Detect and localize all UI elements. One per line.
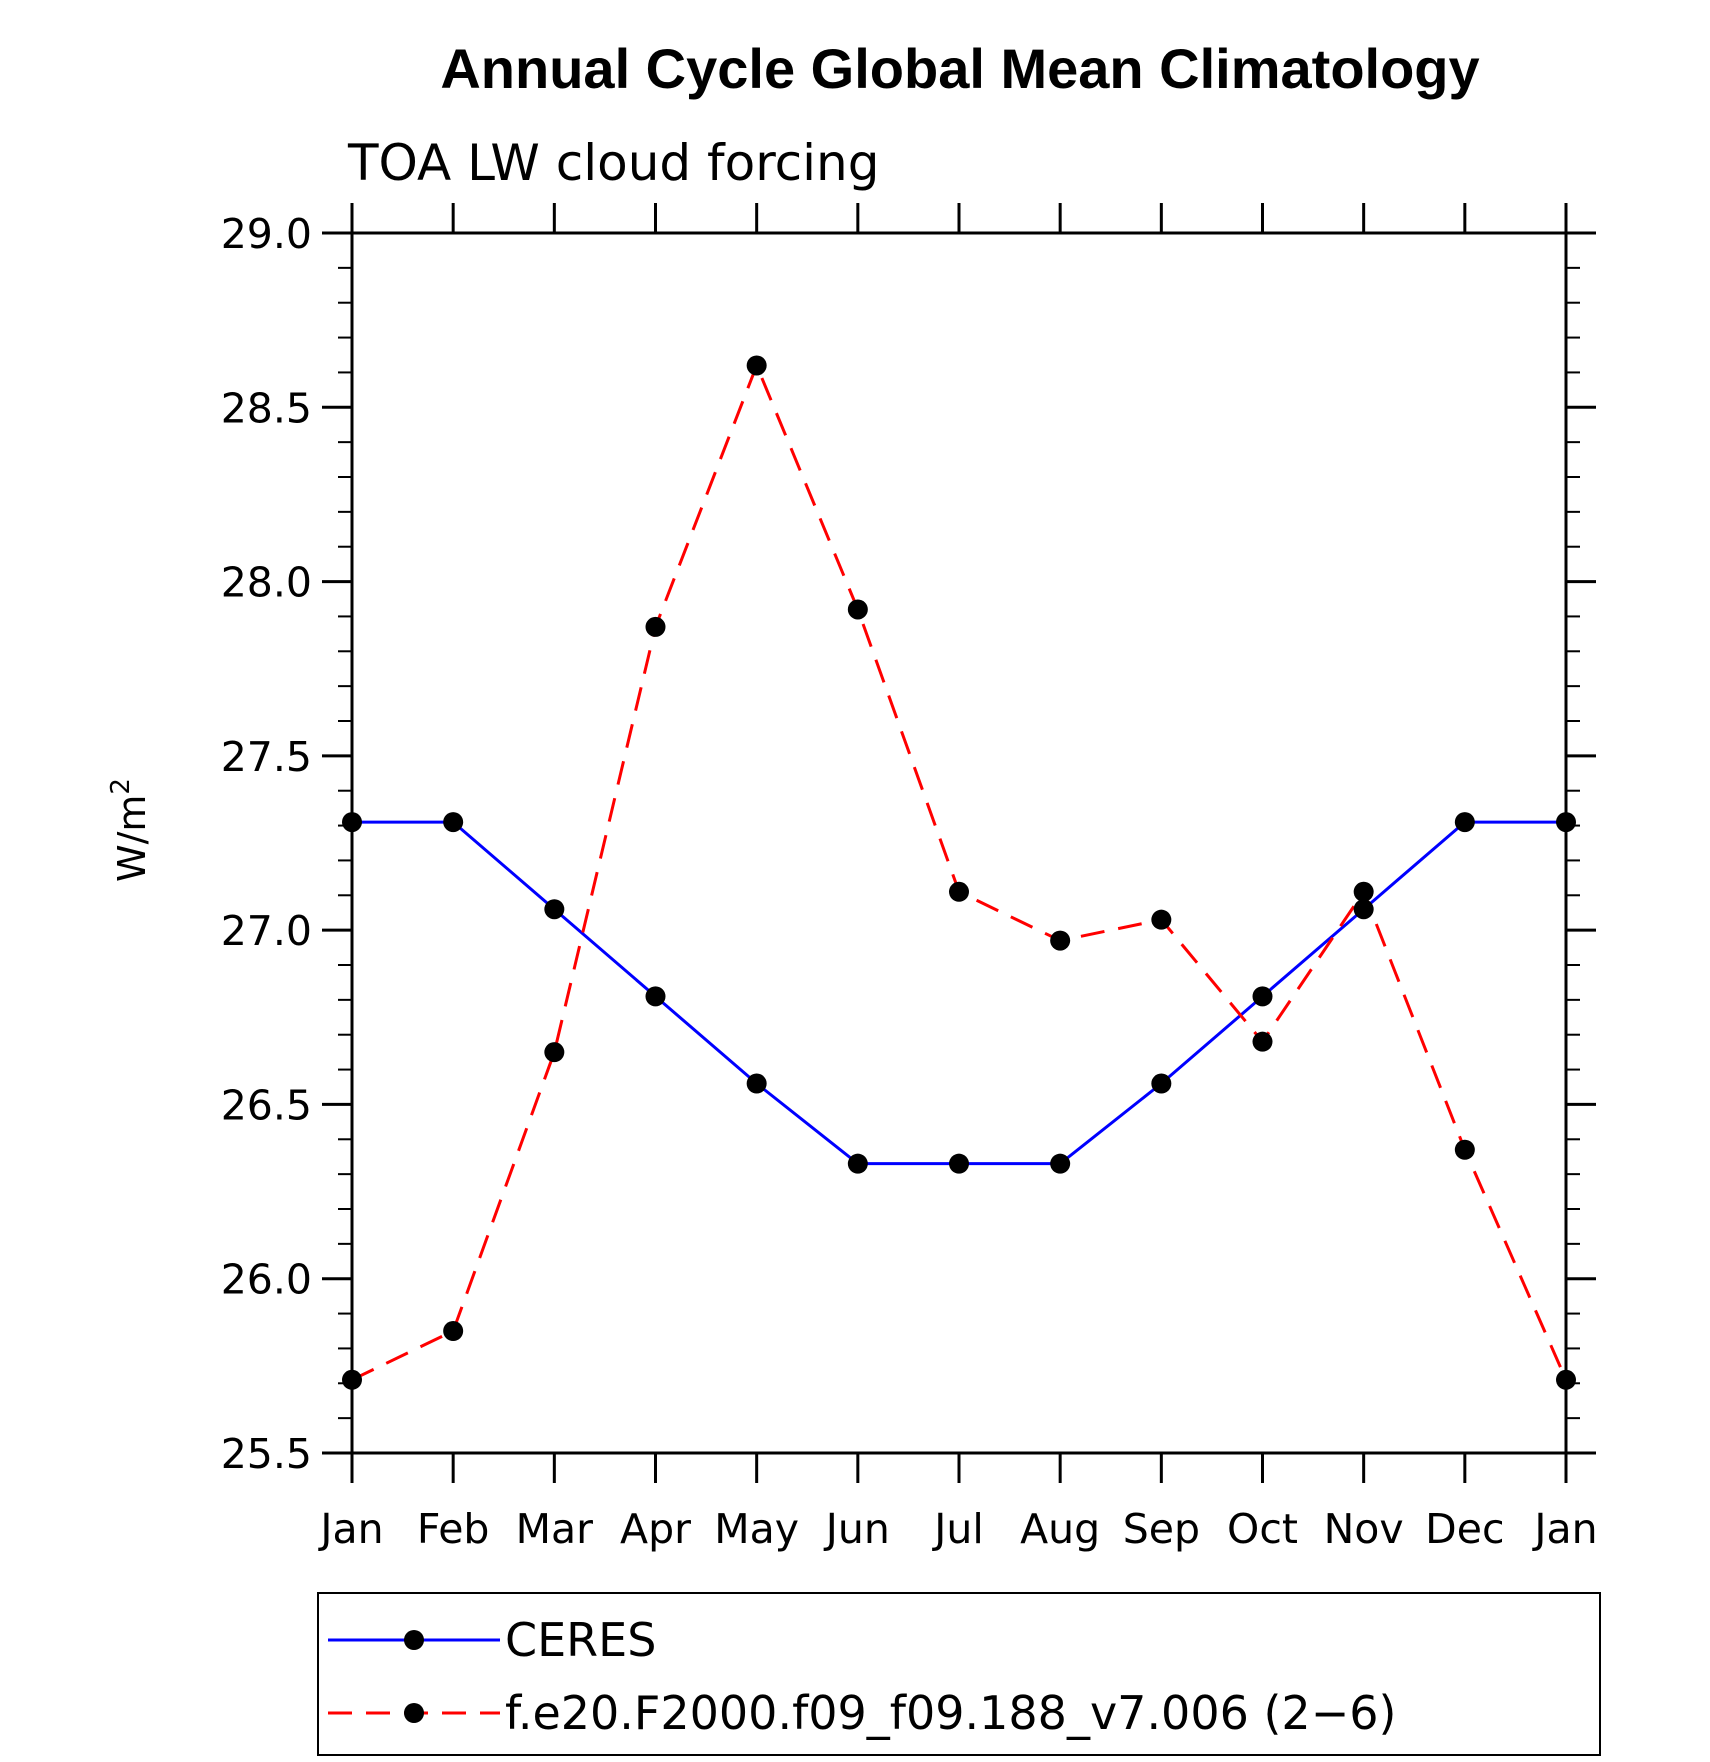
- legend-marker-2: [404, 1703, 424, 1723]
- x-tick-label: Feb: [417, 1505, 490, 1553]
- y-tick-label: 28.0: [221, 559, 312, 607]
- x-tick-label: Oct: [1227, 1505, 1298, 1553]
- x-tick-label: Jun: [823, 1505, 890, 1553]
- series-2-point: [645, 616, 666, 637]
- plot-axes: 25.5 26.0 26.5 27.0 27.5 28.0 28.5 29.0 Jan Feb Ma…: [221, 203, 1598, 1553]
- series-2-point: [544, 1042, 565, 1063]
- series-2-point: [847, 599, 868, 620]
- series-1-point: [1050, 1153, 1071, 1174]
- series-2-point: [746, 355, 767, 376]
- x-tick-label: Jul: [931, 1505, 983, 1553]
- series-1-point: [949, 1153, 969, 1174]
- series-1-point: [342, 812, 362, 833]
- series-1-point: [1252, 986, 1273, 1007]
- y-tick-label: 28.5: [221, 384, 312, 432]
- y-tick-label: 27.0: [221, 907, 312, 955]
- chart-subtitle: TOA LW cloud forcing: [347, 134, 879, 192]
- series-1-point: [1454, 812, 1475, 833]
- series-1-point: [847, 1153, 868, 1174]
- x-tick-label: Apr: [620, 1505, 691, 1553]
- x-tick-label: Dec: [1425, 1505, 1504, 1553]
- legend-marker-1: [404, 1630, 424, 1650]
- plot-frame: [350, 231, 1568, 1455]
- series-2-point: [1556, 1369, 1576, 1390]
- y-axis-label-unit: W/m: [110, 795, 154, 882]
- legend: CERES f.e20.F2000.f09_f09.188_v7.006 (2−6…: [317, 1592, 1601, 1756]
- series-2-point: [1252, 1031, 1273, 1052]
- x-tick-label: May: [714, 1505, 799, 1553]
- series-2-point: [1050, 930, 1071, 951]
- x-tick-label: Jan: [1531, 1505, 1597, 1553]
- x-tick-label: Jan: [317, 1505, 383, 1553]
- series-2-point: [1151, 909, 1172, 930]
- series-1-point: [544, 899, 565, 920]
- series-2-point: [949, 881, 969, 902]
- y-tick-label: 25.5: [221, 1430, 312, 1478]
- y-axis-label-exponent: 2: [106, 778, 136, 795]
- series-1-point: [746, 1073, 767, 1094]
- series-1-point: [1556, 812, 1576, 833]
- y-axis-label: W/m2: [106, 778, 154, 882]
- series-2-point: [342, 1369, 362, 1390]
- chart-title: Annual Cycle Global Mean Climatology: [440, 37, 1479, 100]
- series-1-point: [443, 812, 464, 833]
- legend-label-1: CERES: [505, 1613, 656, 1667]
- legend-label-2: f.e20.F2000.f09_f09.188_v7.006 (2−6): [505, 1686, 1396, 1740]
- y-tick-label: 27.5: [221, 733, 312, 781]
- x-tick-label: Aug: [1020, 1505, 1100, 1553]
- y-tick-label: 26.5: [221, 1081, 312, 1129]
- series-2-point: [443, 1321, 464, 1341]
- legend-box: [317, 1592, 1601, 1756]
- x-tick-label: Nov: [1324, 1505, 1404, 1553]
- x-tick-label: Mar: [516, 1505, 593, 1553]
- y-tick-label: 29.0: [221, 210, 312, 258]
- series-line-2: [351, 361, 1568, 1382]
- x-tick-label: Sep: [1123, 1505, 1200, 1553]
- series-1-point: [1353, 899, 1374, 920]
- series-layer: [342, 355, 1576, 1390]
- series-2-point: [1353, 881, 1374, 902]
- series-line-1: [352, 820, 1566, 1166]
- y-tick-label: 26.0: [221, 1256, 312, 1304]
- series-1-point: [645, 986, 666, 1007]
- series-1-point: [1151, 1073, 1172, 1094]
- series-2-point: [1454, 1139, 1475, 1160]
